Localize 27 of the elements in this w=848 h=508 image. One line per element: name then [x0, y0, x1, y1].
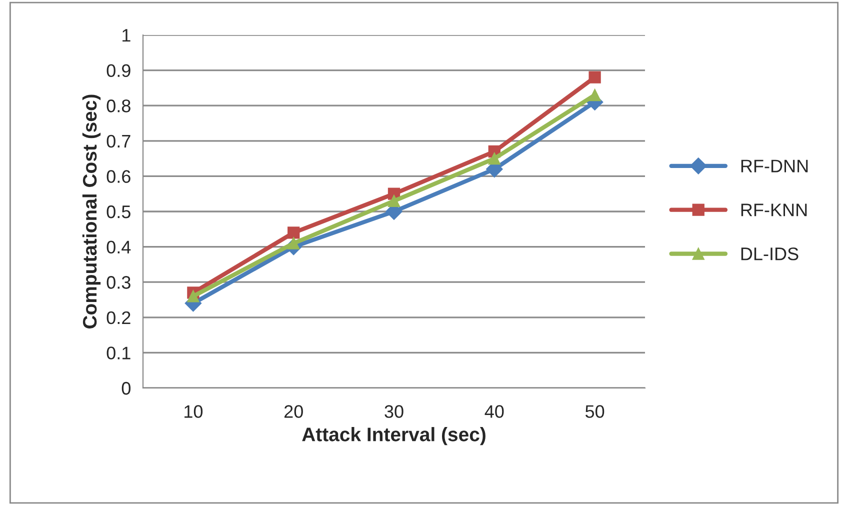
point — [588, 88, 601, 102]
legend-label: RF-KNN — [741, 204, 807, 216]
x-tick-label: 20 — [284, 405, 303, 418]
legend-label: RF-DNN — [741, 160, 808, 172]
y-tick-label: 0.3 — [106, 276, 130, 289]
y-tick-label: 0.8 — [106, 100, 130, 112]
point — [588, 71, 601, 84]
y-tick-label: 1 — [122, 29, 130, 42]
y-tick-label: 0 — [122, 382, 130, 395]
y-tick-label: 0.1 — [106, 346, 130, 360]
point — [187, 290, 200, 302]
y-tick-label: 0.5 — [106, 205, 130, 218]
y-tick-label: 0.4 — [106, 240, 131, 254]
y-tick-label: 0.7 — [106, 134, 130, 148]
y-tick-label: 0.9 — [106, 64, 130, 78]
x-axis-title: Attack Interval (sec) — [302, 427, 486, 446]
point — [288, 226, 300, 239]
legend-label: DL-IDS — [741, 247, 798, 260]
point — [388, 194, 400, 207]
x-tick-label: 50 — [585, 405, 604, 418]
x-tick-label: 10 — [184, 405, 203, 418]
y-axis-title: Computational Cost (sec) — [82, 94, 101, 328]
y-tick-label: 0.6 — [106, 170, 130, 183]
y-tick-label: 0.2 — [106, 311, 130, 324]
x-tick-label: 30 — [384, 405, 404, 418]
x-tick-label: 40 — [484, 405, 504, 418]
point — [488, 152, 500, 165]
